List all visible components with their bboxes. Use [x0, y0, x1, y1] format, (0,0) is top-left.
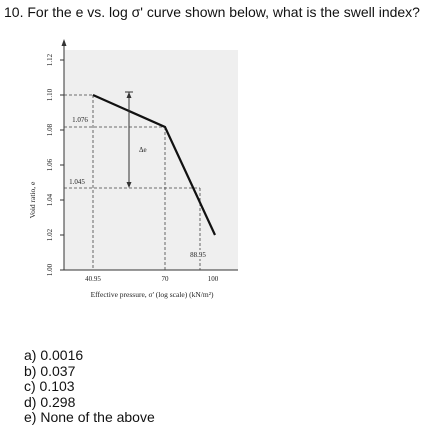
plot-area	[64, 50, 238, 270]
question-text: 10. For the e vs. log σ' curve shown bel…	[4, 4, 420, 20]
guide-lines	[64, 94, 201, 270]
compression-curve	[92, 93, 216, 236]
option-d[interactable]: d) 0.298	[24, 393, 76, 410]
annotation-delta-e: Δe	[139, 146, 147, 154]
y-tick-label: 1.12	[46, 53, 54, 66]
y-tick-label: 1.10	[46, 88, 54, 101]
y-axis-arrow	[61, 39, 67, 46]
annotation-e-top: 1.076	[72, 116, 88, 124]
annotation-e-bottom: 1.045	[69, 178, 85, 186]
annotation-sigma-right: 88.95	[190, 251, 206, 259]
y-tick-label: 1.02	[46, 228, 54, 241]
y-tick-label: 1.00	[46, 263, 54, 276]
x-tick-label: 100	[208, 275, 219, 283]
y-tick-label: 1.08	[46, 123, 54, 136]
option-e[interactable]: e) None of the above	[24, 409, 155, 425]
x-tick-label: 40.95	[85, 275, 101, 283]
x-axis-label: Effective pressure, σ' (log scale) (kN/m…	[91, 290, 214, 299]
option-b[interactable]: b) 0.037	[24, 362, 76, 379]
y-axis-label: Void ratio, e	[28, 181, 37, 218]
option-a[interactable]: a) 0.0016	[24, 347, 84, 363]
answer-options: a) 0.0016 b) 0.037 c) 0.103 d) 0.298 e) …	[24, 347, 155, 426]
y-tick-label: 1.04	[46, 193, 54, 206]
y-tick-label: 1.06	[46, 158, 54, 171]
option-c[interactable]: c) 0.103	[24, 378, 75, 394]
x-tick-label: 70	[162, 275, 170, 283]
